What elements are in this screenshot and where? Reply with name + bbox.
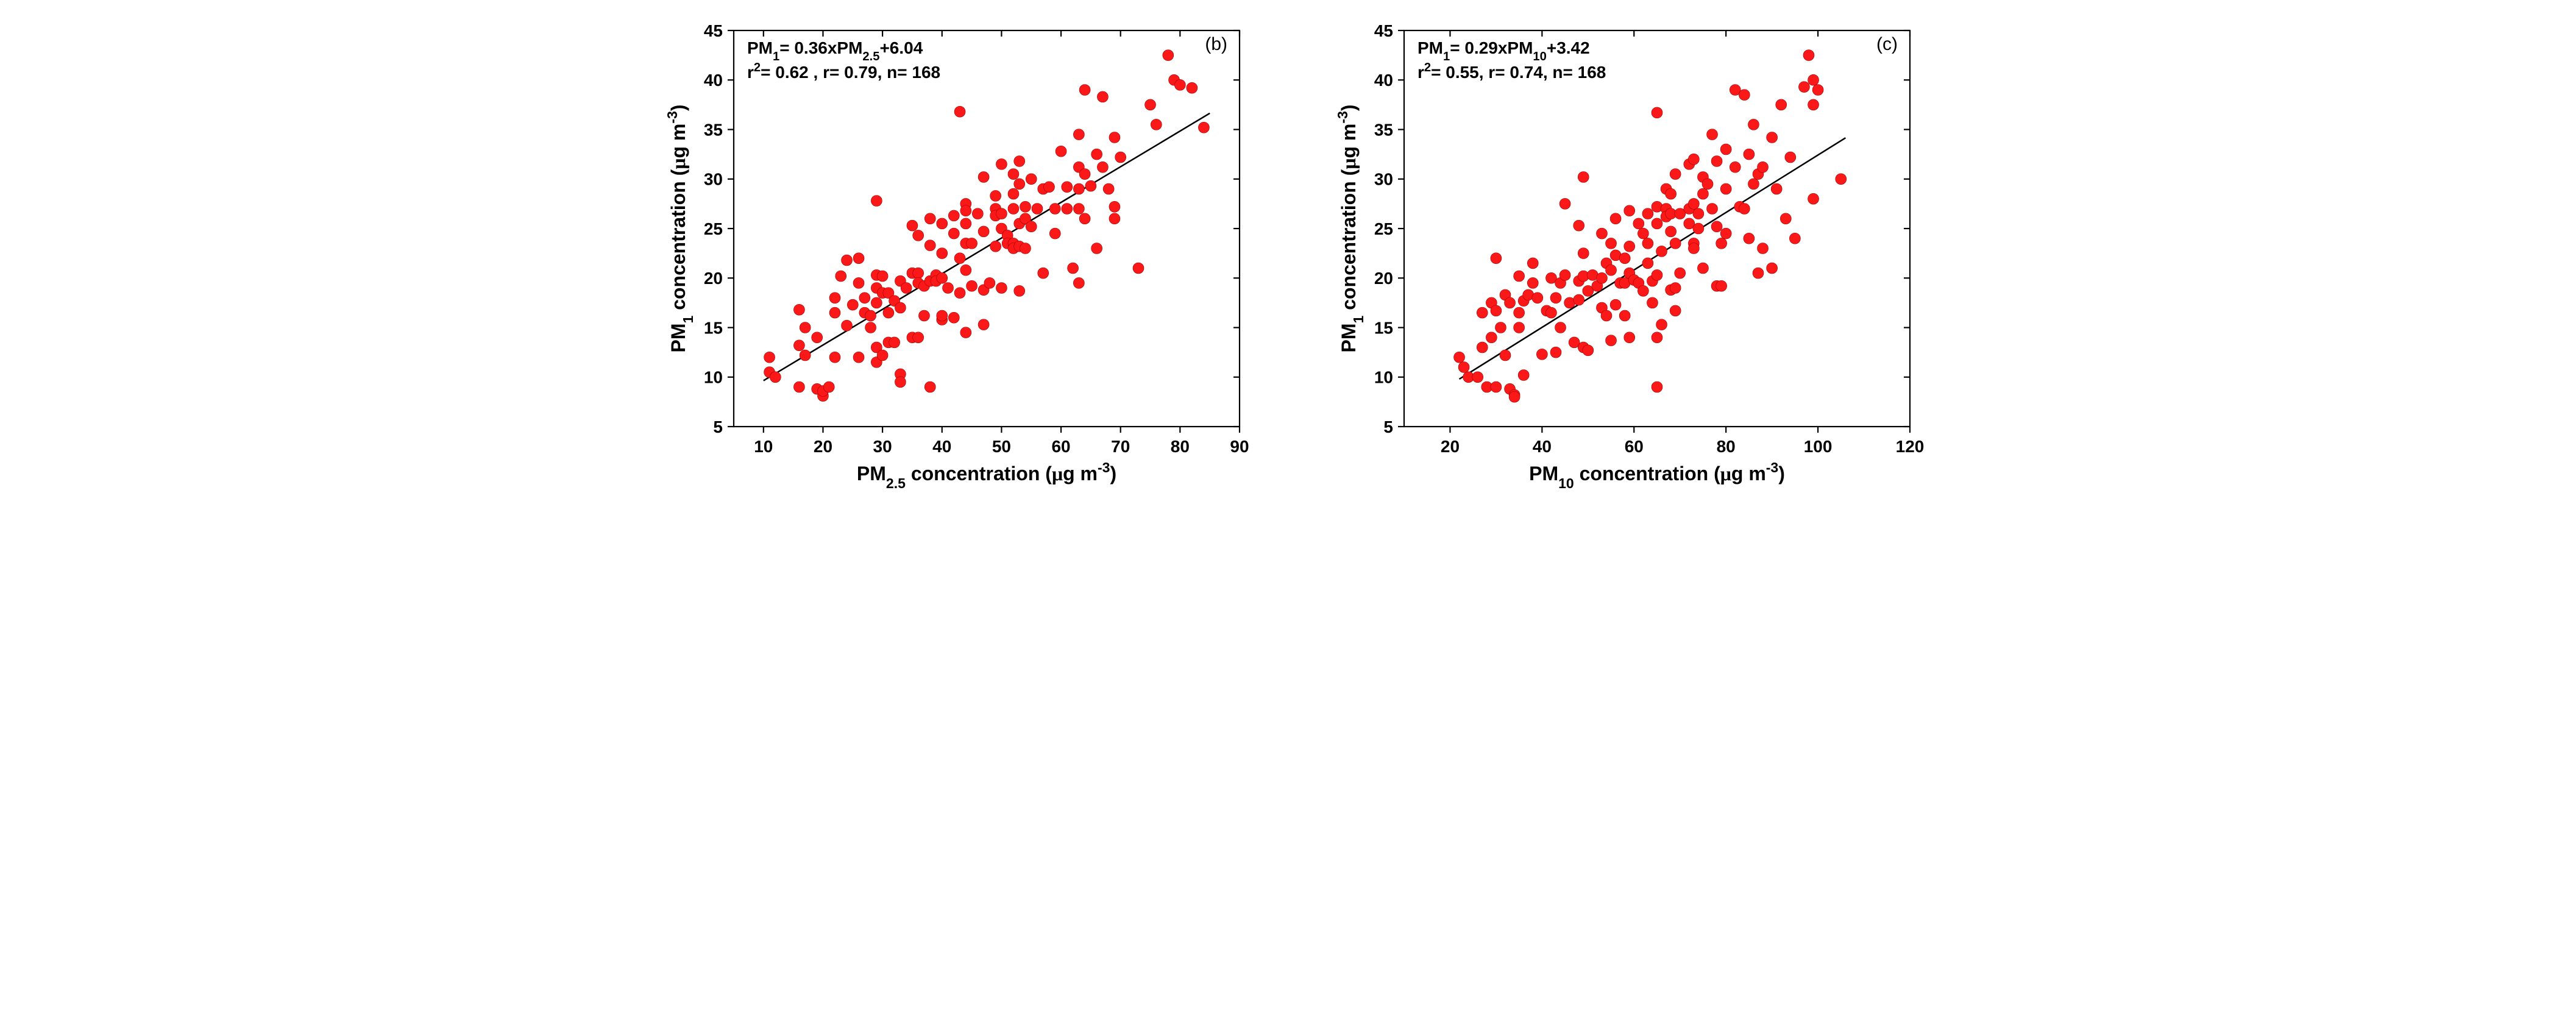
x-tick-label: 60: [1624, 437, 1643, 456]
y-tick-label: 35: [1374, 120, 1393, 139]
y-tick-label: 30: [703, 170, 722, 189]
x-tick-label: 20: [813, 437, 832, 456]
panel-label: (c): [1876, 34, 1898, 54]
y-tick-label: 45: [1374, 21, 1393, 40]
scatter-svg: 10203040506070809051015202530354045PM2.5…: [642, 12, 1264, 512]
y-tick-label: 45: [703, 21, 722, 40]
y-tick-label: 5: [713, 417, 723, 436]
x-tick-label: 100: [1803, 437, 1832, 456]
scatter-panel-c: 2040608010012051015202530354045PM10 conc…: [1313, 12, 1934, 515]
panel-label: (b): [1205, 34, 1227, 54]
x-tick-label: 70: [1111, 437, 1130, 456]
x-tick-label: 80: [1170, 437, 1189, 456]
y-tick-label: 15: [703, 318, 722, 337]
scatter-svg: 2040608010012051015202530354045PM10 conc…: [1313, 12, 1934, 512]
x-tick-label: 40: [932, 437, 951, 456]
y-tick-label: 30: [1374, 170, 1393, 189]
x-tick-label: 10: [754, 437, 773, 456]
x-tick-label: 120: [1895, 437, 1924, 456]
scatter-panel-b: 10203040506070809051015202530354045PM2.5…: [642, 12, 1264, 515]
x-tick-label: 30: [873, 437, 892, 456]
y-tick-label: 10: [703, 368, 722, 387]
x-tick-label: 50: [992, 437, 1010, 456]
y-tick-label: 20: [703, 269, 722, 288]
figure-row: 10203040506070809051015202530354045PM2.5…: [0, 0, 2576, 527]
x-tick-label: 90: [1230, 437, 1249, 456]
y-tick-label: 5: [1383, 417, 1393, 436]
x-tick-label: 80: [1716, 437, 1735, 456]
x-tick-label: 60: [1051, 437, 1070, 456]
y-tick-label: 35: [703, 120, 722, 139]
x-tick-label: 20: [1440, 437, 1459, 456]
y-tick-label: 40: [1374, 71, 1393, 90]
y-tick-label: 10: [1374, 368, 1393, 387]
x-tick-label: 40: [1532, 437, 1551, 456]
y-tick-label: 25: [1374, 219, 1393, 238]
y-tick-label: 15: [1374, 318, 1393, 337]
y-tick-label: 40: [703, 71, 722, 90]
y-tick-label: 25: [703, 219, 722, 238]
annotation-line: r2= 0.55, r= 0.74, n= 168: [1418, 61, 1606, 82]
annotation-line: r2= 0.62 , r= 0.79, n= 168: [747, 61, 940, 82]
y-tick-label: 20: [1374, 269, 1393, 288]
